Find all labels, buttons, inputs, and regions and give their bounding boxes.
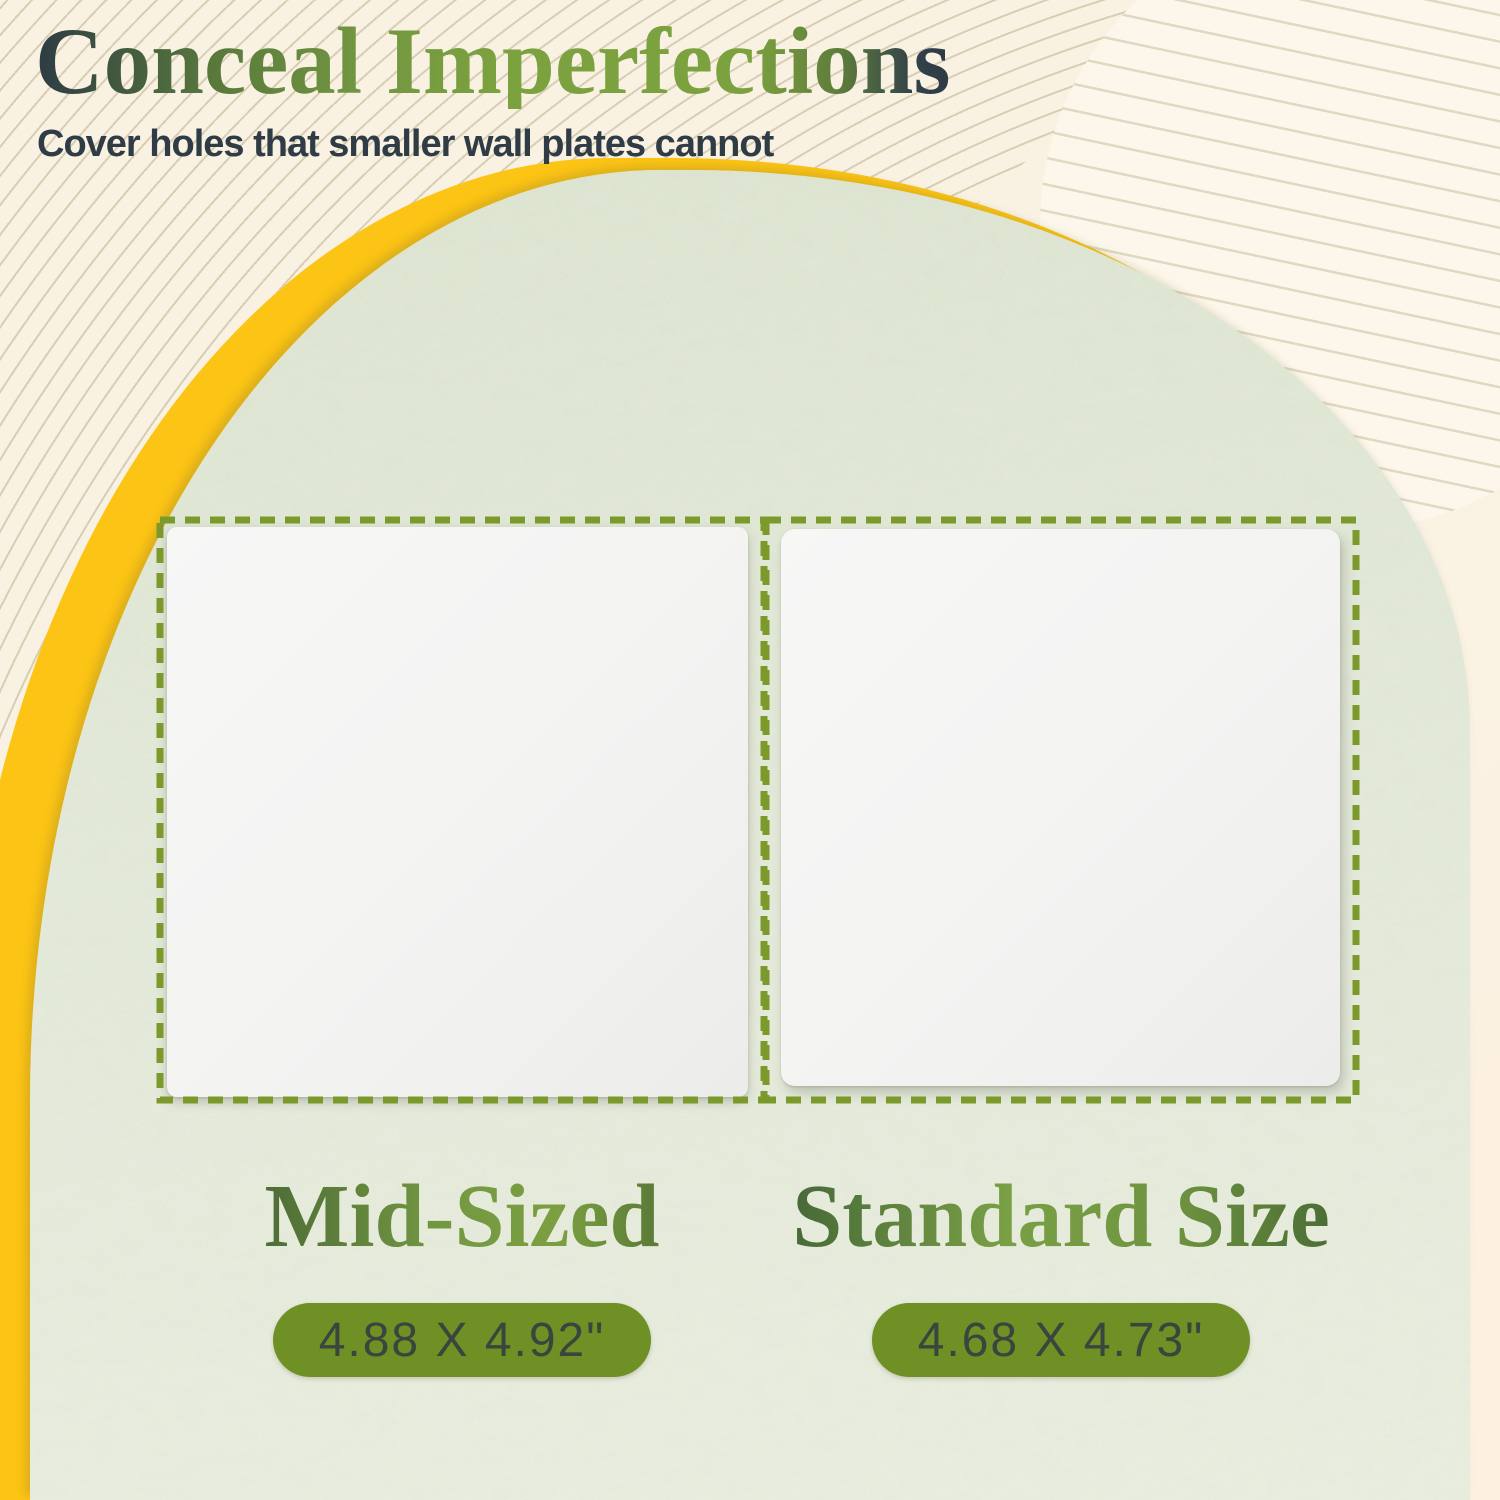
mid-sized-label-text: Mid-Sized [264, 1167, 660, 1266]
page-subtitle: Cover holes that smaller wall plates can… [37, 123, 774, 165]
standard-size-label: Standard Size [766, 1172, 1356, 1262]
mid-sized-badge-row: 4.88 X 4.92" [160, 1303, 764, 1377]
standard-size-label-text: Standard Size [792, 1167, 1330, 1266]
header: Conceal Imperfections Cover holes that s… [35, 8, 951, 165]
mid-sized-label: Mid-Sized [160, 1172, 764, 1262]
mid-sized-wall-plate [167, 527, 748, 1097]
standard-dimensions-badge: 4.68 X 4.73" [871, 1303, 1251, 1377]
standard-badge-row: 4.68 X 4.73" [766, 1303, 1356, 1377]
page-title: Conceal Imperfections [35, 8, 951, 114]
standard-wall-plate [781, 529, 1340, 1086]
mid-sized-dimensions-badge: 4.88 X 4.92" [272, 1303, 652, 1377]
